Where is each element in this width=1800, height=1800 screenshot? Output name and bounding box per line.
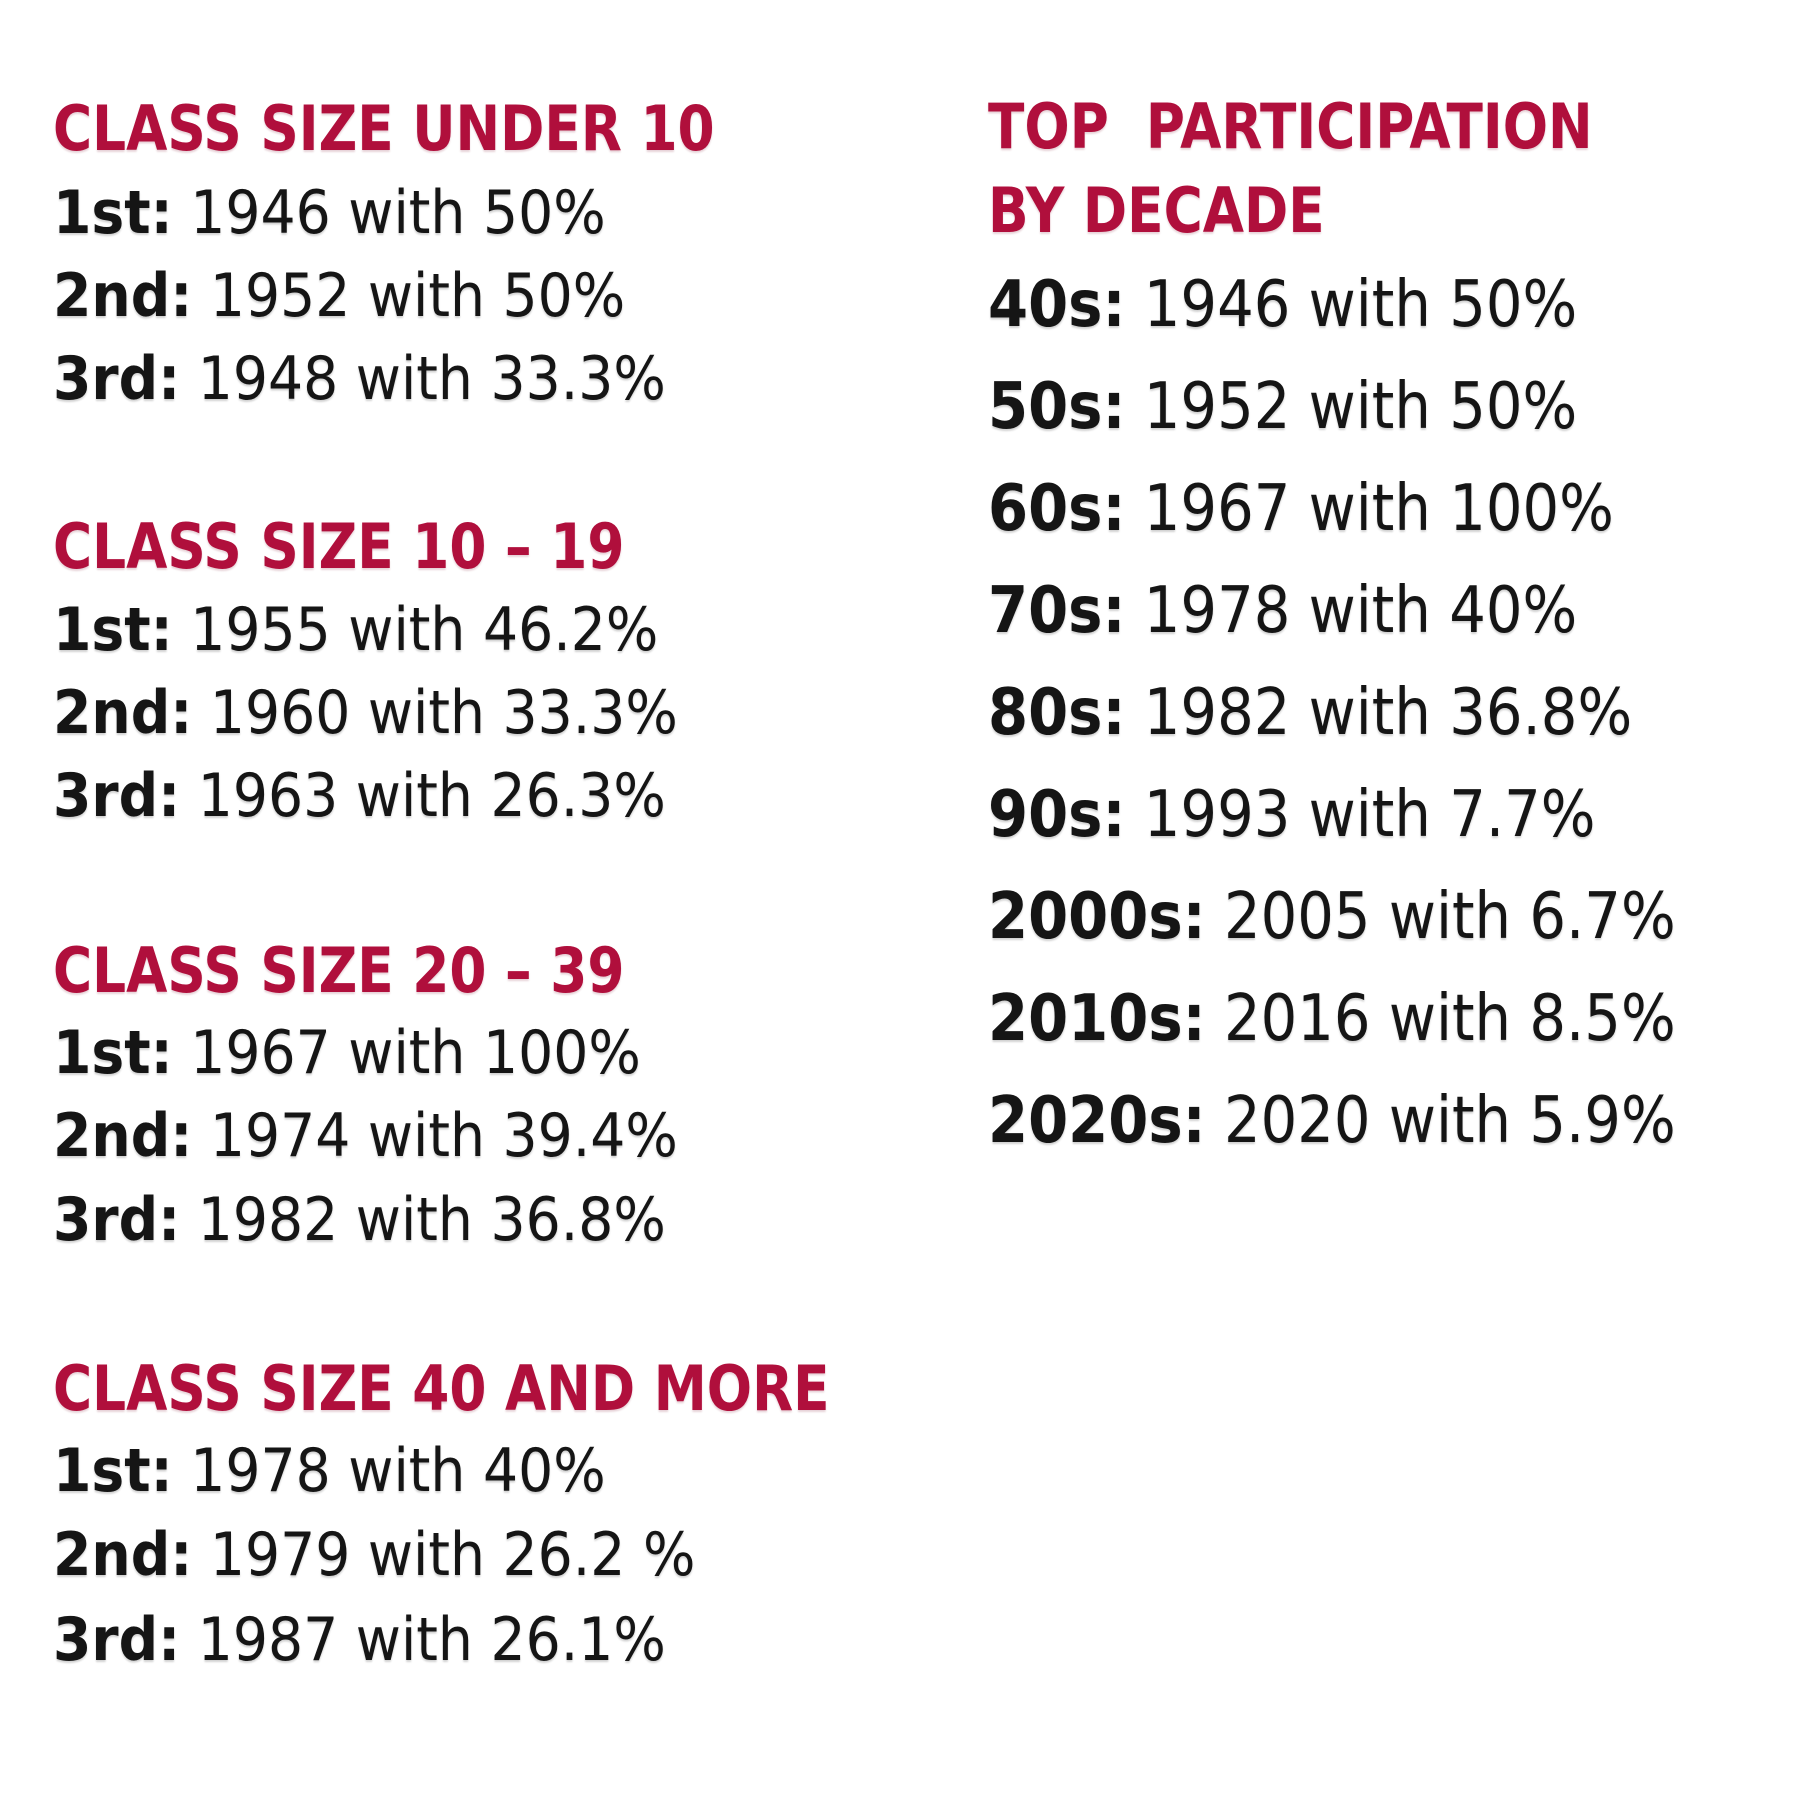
right-title-line-1: TOP PARTICIPATION: [988, 90, 1593, 163]
decade-label: 70s:: [988, 574, 1126, 648]
decade-value: 1946 with 50%: [1125, 268, 1578, 342]
rank-value: 1978 with 40%: [172, 1436, 606, 1506]
decade-label: 2010s:: [988, 982, 1206, 1056]
decade-value: 2020 with 5.9%: [1205, 1084, 1676, 1158]
decade-value: 1967 with 100%: [1125, 472, 1614, 546]
decade-label: 2020s:: [988, 1084, 1206, 1158]
rank-value: 1979 with 26.2 %: [192, 1520, 696, 1590]
rank-label: 3rd:: [53, 1605, 181, 1675]
rank-label: 1st:: [53, 595, 173, 665]
rank-label: 2nd:: [53, 678, 193, 748]
decade-line: 40s: 1946 with 50%: [988, 273, 1577, 337]
decade-line: 2010s: 2016 with 8.5%: [988, 987, 1676, 1051]
right-title-line-2: BY DECADE: [988, 174, 1325, 247]
ranking-line: 1st: 1978 with 40%: [53, 1441, 606, 1501]
ranking-line: 3rd: 1948 with 33.3%: [53, 349, 666, 409]
rank-label: 3rd:: [53, 1185, 181, 1255]
section-title-10-19: CLASS SIZE 10 – 19: [53, 510, 625, 583]
decade-line: 2020s: 2020 with 5.9%: [988, 1089, 1676, 1153]
decade-value: 1982 with 36.8%: [1125, 676, 1633, 750]
decade-value: 1952 with 50%: [1125, 370, 1578, 444]
section-title-20-39: CLASS SIZE 20 – 39: [53, 934, 625, 1007]
rank-label: 1st:: [53, 1436, 173, 1506]
section-title-under-10: CLASS SIZE UNDER 10: [53, 92, 715, 165]
section-title-40-more: CLASS SIZE 40 AND MORE: [53, 1352, 830, 1425]
rank-label: 3rd:: [53, 761, 181, 831]
rank-value: 1963 with 26.3%: [180, 761, 666, 831]
rank-value: 1987 with 26.1%: [180, 1605, 666, 1675]
decade-value: 1993 with 7.7%: [1125, 778, 1596, 852]
ranking-line: 1st: 1946 with 50%: [53, 183, 606, 243]
decade-line: 80s: 1982 with 36.8%: [988, 681, 1632, 745]
rank-label: 3rd:: [53, 344, 181, 414]
rank-value: 1974 with 39.4%: [192, 1101, 678, 1171]
decade-label: 50s:: [988, 370, 1126, 444]
rank-label: 1st:: [53, 178, 173, 248]
rank-value: 1955 with 46.2%: [172, 595, 659, 665]
decade-line: 70s: 1978 with 40%: [988, 579, 1577, 643]
decade-value: 2005 with 6.7%: [1205, 880, 1676, 954]
ranking-line: 3rd: 1963 with 26.3%: [53, 766, 666, 826]
decade-line: 50s: 1952 with 50%: [988, 375, 1577, 439]
rank-value: 1948 with 33.3%: [180, 344, 666, 414]
rank-label: 2nd:: [53, 1101, 193, 1171]
rank-label: 2nd:: [53, 1520, 193, 1590]
decade-label: 80s:: [988, 676, 1126, 750]
decade-value: 2016 with 8.5%: [1205, 982, 1676, 1056]
ranking-line: 1st: 1955 with 46.2%: [53, 600, 658, 660]
rank-value: 1946 with 50%: [172, 178, 606, 248]
decade-value: 1978 with 40%: [1125, 574, 1578, 648]
decade-label: 40s:: [988, 268, 1126, 342]
ranking-line: 2nd: 1960 with 33.3%: [53, 683, 678, 743]
rank-value: 1960 with 33.3%: [192, 678, 678, 748]
decade-label: 2000s:: [988, 880, 1206, 954]
ranking-line: 2nd: 1979 with 26.2 %: [53, 1525, 695, 1585]
decade-line: 90s: 1993 with 7.7%: [988, 783, 1596, 847]
rank-value: 1952 with 50%: [192, 261, 626, 331]
rank-value: 1967 with 100%: [172, 1018, 641, 1088]
ranking-line: 3rd: 1987 with 26.1%: [53, 1610, 666, 1670]
decade-label: 90s:: [988, 778, 1126, 852]
rank-label: 2nd:: [53, 261, 193, 331]
decade-line: 2000s: 2005 with 6.7%: [988, 885, 1676, 949]
ranking-line: 1st: 1967 with 100%: [53, 1023, 641, 1083]
decade-line: 60s: 1967 with 100%: [988, 477, 1614, 541]
decade-label: 60s:: [988, 472, 1126, 546]
rank-value: 1982 with 36.8%: [180, 1185, 666, 1255]
ranking-line: 3rd: 1982 with 36.8%: [53, 1190, 666, 1250]
ranking-line: 2nd: 1974 with 39.4%: [53, 1106, 678, 1166]
ranking-line: 2nd: 1952 with 50%: [53, 266, 625, 326]
rank-label: 1st:: [53, 1018, 173, 1088]
